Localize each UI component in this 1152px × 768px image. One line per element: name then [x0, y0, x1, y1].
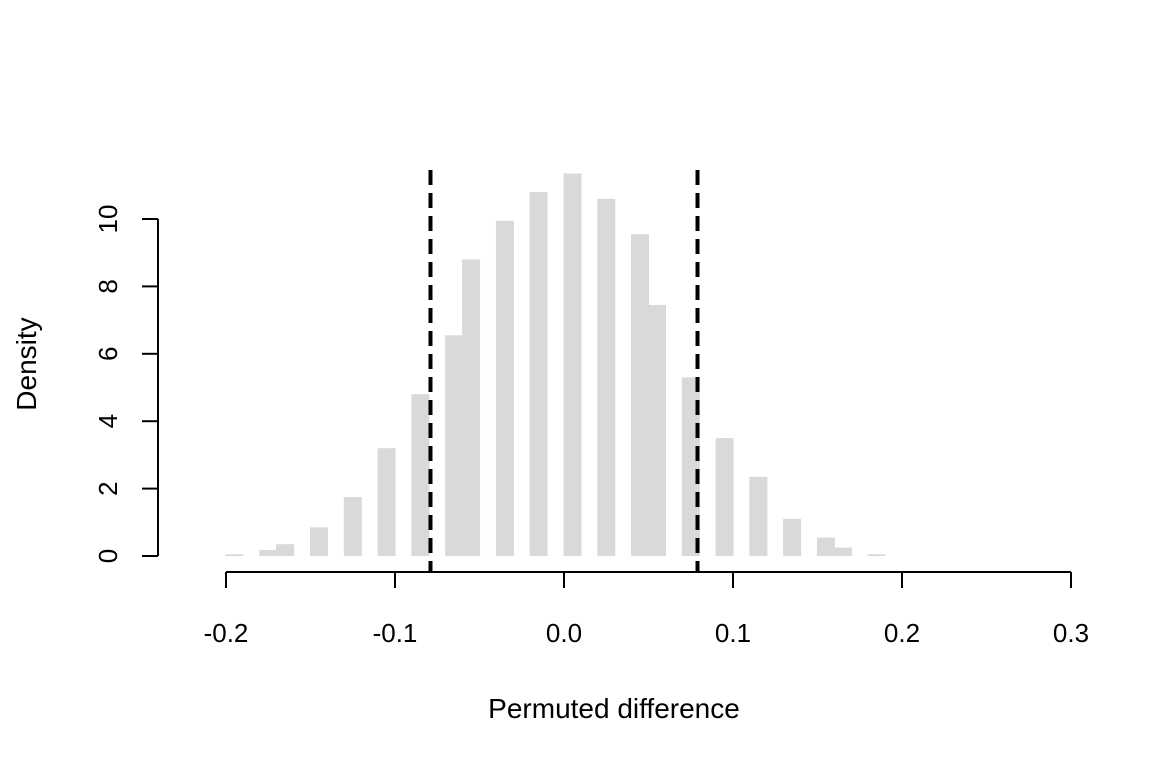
x-tick-label: -0.2	[204, 618, 249, 648]
y-axis-title: Density	[11, 317, 42, 410]
histogram-bar	[597, 198, 616, 557]
histogram-bar	[225, 554, 244, 556]
histogram-bar	[259, 549, 278, 556]
histogram-bar	[648, 304, 666, 556]
histogram-bar	[276, 544, 295, 556]
histogram-bar	[749, 476, 768, 556]
y-tick-label: 4	[93, 414, 123, 428]
x-axis-ticks: -0.2 -0.1 0.0 0.1 0.2 0.3	[204, 572, 1089, 648]
y-axis-ticks: 0 2 4 6 8 10	[93, 205, 158, 563]
x-tick-label: 0.1	[715, 618, 751, 648]
x-tick-label: 0.2	[884, 618, 920, 648]
histogram-bar	[783, 518, 802, 556]
y-tick-label: 8	[93, 279, 123, 293]
histogram-bar	[867, 554, 886, 556]
x-tick-label: 0.0	[546, 618, 582, 648]
histogram-bar	[495, 220, 514, 556]
histogram-bar	[445, 335, 464, 556]
histogram-bar	[816, 537, 835, 556]
histogram-bar	[343, 497, 362, 556]
x-tick-label: 0.3	[1053, 618, 1089, 648]
y-tick-label: 0	[93, 549, 123, 563]
histogram-bar	[377, 448, 396, 556]
y-tick-label: 10	[93, 205, 123, 234]
histogram-bar	[833, 547, 852, 556]
bars-layer	[225, 173, 886, 557]
histogram-bar	[631, 234, 649, 556]
histogram-bar	[715, 438, 734, 556]
reference-lines-layer	[428, 170, 700, 572]
histogram-bar	[681, 377, 700, 556]
histogram-bar	[411, 394, 430, 556]
histogram-bar	[462, 259, 481, 556]
y-tick-label: 6	[93, 347, 123, 361]
y-tick-label: 2	[93, 481, 123, 495]
histogram-bar	[529, 192, 548, 556]
x-axis-title: Permuted difference	[488, 693, 740, 724]
histogram-bar	[563, 173, 582, 556]
x-tick-label: -0.1	[373, 618, 418, 648]
histogram-bar	[310, 527, 328, 556]
